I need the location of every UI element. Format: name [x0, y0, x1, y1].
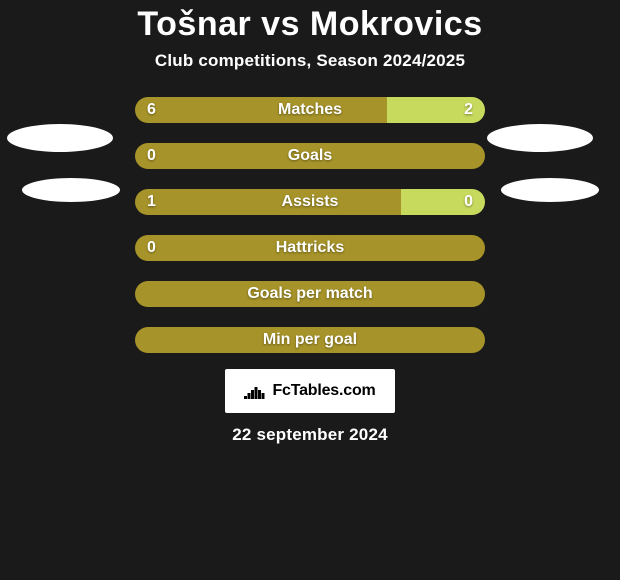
- segment-right: [387, 97, 485, 123]
- segment-left: [135, 189, 401, 215]
- segment-right: [401, 189, 485, 215]
- stats-rows: Matches62 Goals0 Assists10 Hattricks0 Goals …: [135, 97, 485, 353]
- page-title: Tošnar vs Mokrovics: [137, 6, 482, 43]
- avatar-right-1: [487, 124, 593, 152]
- segment-left: [135, 97, 387, 123]
- subtitle: Club competitions, Season 2024/2025: [155, 51, 465, 71]
- segment-left: [135, 281, 485, 307]
- bars-icon: [244, 382, 266, 400]
- stat-row: Goals per match: [135, 281, 485, 307]
- stat-row: Matches62: [135, 97, 485, 123]
- logo-text: FcTables.com: [272, 382, 375, 400]
- avatar-left-2: [22, 178, 120, 202]
- segment-left: [135, 143, 485, 169]
- stat-row: Hattricks0: [135, 235, 485, 261]
- date: 22 september 2024: [232, 425, 388, 445]
- stat-row: Goals0: [135, 143, 485, 169]
- chart-container: Tošnar vs Mokrovics Club competitions, S…: [0, 0, 620, 580]
- stat-row: Assists10: [135, 189, 485, 215]
- avatar-left-1: [7, 124, 113, 152]
- avatar-right-2: [501, 178, 599, 202]
- stat-row: Min per goal: [135, 327, 485, 353]
- fctables-logo: FcTables.com: [225, 369, 395, 413]
- segment-left: [135, 327, 485, 353]
- segment-left: [135, 235, 485, 261]
